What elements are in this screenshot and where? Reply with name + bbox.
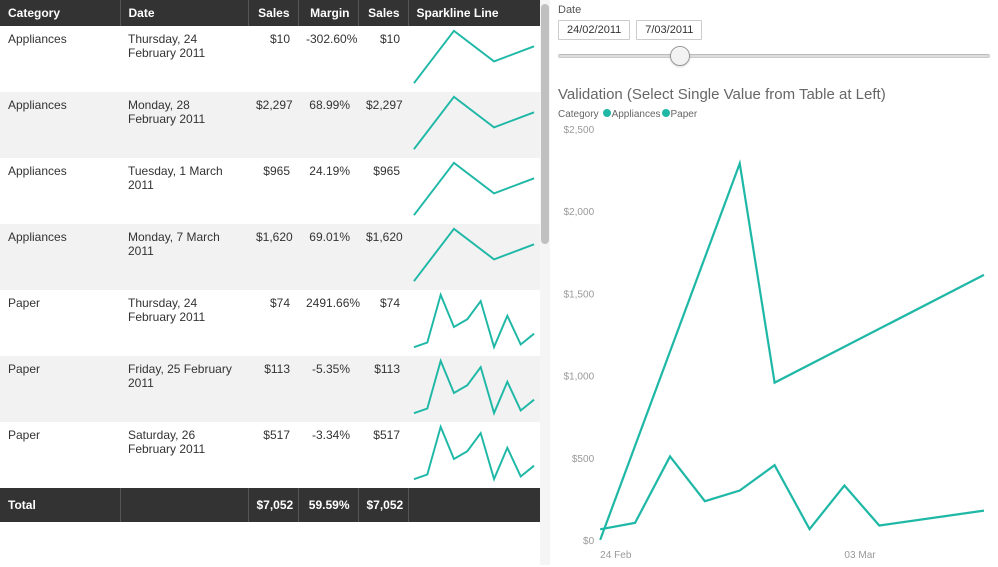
col-header-sales2[interactable]: Sales	[358, 0, 408, 26]
cell-date: Thursday, 24 February 2011	[120, 290, 248, 356]
right-panel: Date 24/02/2011 7/03/2011 Validation (Se…	[540, 0, 998, 565]
sparkline-svg	[412, 292, 536, 350]
cell-date: Saturday, 26 February 2011	[120, 422, 248, 488]
legend-series-label: Appliances	[612, 109, 661, 120]
cell-sales2: $2,297	[358, 92, 408, 158]
cell-sales2: $113	[358, 356, 408, 422]
cell-sales1: $517	[248, 422, 298, 488]
sparkline-svg	[412, 160, 536, 218]
cell-category: Appliances	[0, 158, 120, 224]
cell-margin: -5.35%	[298, 356, 358, 422]
cell-sparkline	[408, 158, 540, 224]
legend-series-label: Paper	[671, 109, 698, 120]
cell-date: Monday, 7 March 2011	[120, 224, 248, 290]
legend-dot	[603, 109, 611, 117]
cell-category: Paper	[0, 290, 120, 356]
y-tick-label: $2,500	[563, 125, 594, 136]
sparkline-svg	[412, 424, 536, 482]
total-margin: 59.59%	[298, 488, 358, 522]
vertical-scrollbar[interactable]	[540, 0, 550, 565]
cell-sales2: $965	[358, 158, 408, 224]
table-row[interactable]: AppliancesThursday, 24 February 2011$10-…	[0, 26, 540, 92]
table-row[interactable]: AppliancesMonday, 7 March 2011$1,62069.0…	[0, 224, 540, 290]
series-line	[600, 163, 984, 539]
cell-margin: 24.19%	[298, 158, 358, 224]
total-sales2: $7,052	[358, 488, 408, 522]
y-tick-label: $1,000	[563, 372, 594, 383]
y-tick-label: $2,000	[563, 207, 594, 218]
date-slider[interactable]	[558, 46, 990, 66]
date-filter-label: Date	[558, 4, 990, 16]
date-range-chips: 24/02/2011 7/03/2011	[558, 20, 990, 40]
x-tick-label: 03 Mar	[844, 550, 876, 561]
table-row[interactable]: AppliancesTuesday, 1 March 2011$96524.19…	[0, 158, 540, 224]
validation-chart[interactable]: $0 $500 $1,000 $1,500 $2,000 $2,500 24 Feb 03 M…	[558, 124, 990, 564]
sparkline-svg	[412, 94, 536, 152]
cell-date: Thursday, 24 February 2011	[120, 26, 248, 92]
col-header-sparkline[interactable]: Sparkline Line	[408, 0, 540, 26]
legend-category-label: Category	[558, 109, 599, 120]
cell-sales1: $965	[248, 158, 298, 224]
sparkline-svg	[412, 226, 536, 284]
cell-sparkline	[408, 356, 540, 422]
cell-category: Appliances	[0, 224, 120, 290]
cell-margin: -3.34%	[298, 422, 358, 488]
cell-margin: 69.01%	[298, 224, 358, 290]
table-header[interactable]: Category Date Sales Margin Sales Sparkli…	[0, 0, 540, 26]
cell-sparkline	[408, 422, 540, 488]
cell-sales2: $74	[358, 290, 408, 356]
cell-sparkline	[408, 26, 540, 92]
cell-sparkline	[408, 224, 540, 290]
data-table[interactable]: Category Date Sales Margin Sales Sparkli…	[0, 0, 541, 522]
cell-sales2: $1,620	[358, 224, 408, 290]
col-header-date[interactable]: Date	[120, 0, 248, 26]
legend-dot	[662, 109, 670, 117]
cell-category: Appliances	[0, 92, 120, 158]
table-row[interactable]: PaperSaturday, 26 February 2011$517-3.34…	[0, 422, 540, 488]
table-row[interactable]: AppliancesMonday, 28 February 2011$2,297…	[0, 92, 540, 158]
cell-category: Paper	[0, 356, 120, 422]
col-header-margin[interactable]: Margin	[298, 0, 358, 26]
cell-date: Monday, 28 February 2011	[120, 92, 248, 158]
cell-sparkline	[408, 290, 540, 356]
table-total-row: Total $7,052 59.59% $7,052	[0, 488, 540, 522]
y-tick-label: $0	[583, 536, 595, 547]
y-tick-label: $1,500	[563, 289, 594, 300]
cell-margin: -302.60%	[298, 26, 358, 92]
cell-category: Paper	[0, 422, 120, 488]
series-line	[600, 456, 984, 529]
total-sales1: $7,052	[248, 488, 298, 522]
table-panel: Category Date Sales Margin Sales Sparkli…	[0, 0, 540, 565]
cell-sales1: $74	[248, 290, 298, 356]
table-row[interactable]: PaperThursday, 24 February 2011$742491.6…	[0, 290, 540, 356]
x-tick-label: 24 Feb	[600, 550, 632, 561]
cell-sales1: $2,297	[248, 92, 298, 158]
cell-date: Tuesday, 1 March 2011	[120, 158, 248, 224]
col-header-category[interactable]: Category	[0, 0, 120, 26]
cell-sales2: $517	[358, 422, 408, 488]
y-tick-label: $500	[572, 454, 595, 465]
date-to-input[interactable]: 7/03/2011	[636, 20, 702, 40]
chart-legend: Category Appliances Paper	[558, 109, 990, 120]
table-row[interactable]: PaperFriday, 25 February 2011$113-5.35%$…	[0, 356, 540, 422]
cell-sales2: $10	[358, 26, 408, 92]
slider-handle[interactable]	[670, 46, 690, 66]
cell-sparkline	[408, 92, 540, 158]
date-from-input[interactable]: 24/02/2011	[558, 20, 630, 40]
sparkline-svg	[412, 28, 536, 86]
col-header-sales1[interactable]: Sales	[248, 0, 298, 26]
sparkline-svg	[412, 358, 536, 416]
table-body: AppliancesThursday, 24 February 2011$10-…	[0, 26, 540, 488]
cell-margin: 68.99%	[298, 92, 358, 158]
cell-category: Appliances	[0, 26, 120, 92]
scrollbar-thumb[interactable]	[541, 4, 549, 244]
chart-title: Validation (Select Single Value from Tab…	[558, 86, 990, 103]
cell-sales1: $1,620	[248, 224, 298, 290]
cell-margin: 2491.66%	[298, 290, 358, 356]
cell-sales1: $113	[248, 356, 298, 422]
cell-sales1: $10	[248, 26, 298, 92]
total-label: Total	[0, 488, 120, 522]
cell-date: Friday, 25 February 2011	[120, 356, 248, 422]
